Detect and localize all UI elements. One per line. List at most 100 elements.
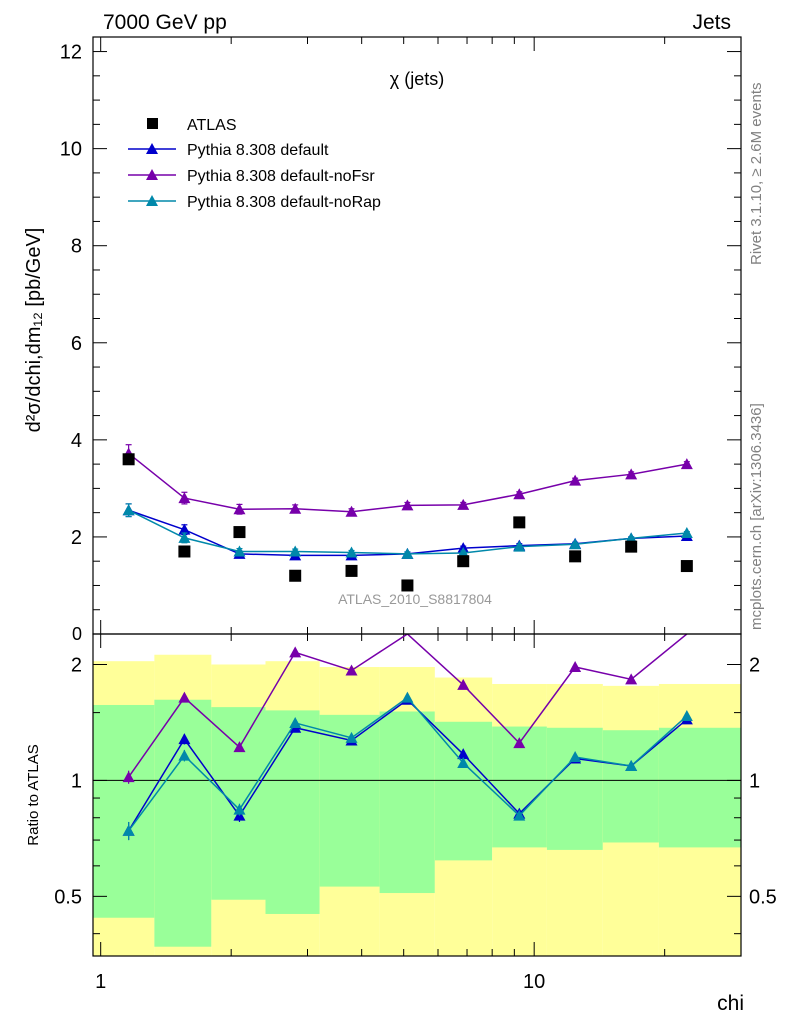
x-axis-label: chi [717, 992, 744, 1015]
y-tick-label: 2 [71, 527, 82, 549]
x-tick-label: 10 [523, 971, 545, 993]
main-point-norap [345, 546, 358, 558]
ratio-point-nofsr [345, 664, 358, 676]
main-point-atlas [513, 516, 526, 529]
ratio-point-nofsr [569, 661, 582, 673]
data-series [93, 444, 741, 841]
main-point-norap [680, 527, 693, 539]
ratio-y-tick-label-right: 2 [749, 654, 760, 676]
ratio-y-tick-label-right: 1 [749, 770, 760, 792]
main-plot-title: χ (jets) [390, 69, 444, 89]
main-point-atlas [457, 555, 470, 568]
x-tick-label: 1 [95, 971, 106, 993]
legend-label-nofsr: Pythia 8.308 default-noFsr [187, 168, 375, 185]
ratio-point-nofsr [513, 737, 526, 749]
main-point-nofsr [625, 468, 638, 480]
ratio-y-axis-label: Ratio to ATLAS [25, 744, 42, 845]
main-point-atlas [122, 453, 135, 466]
legend-label-atlas: ATLAS [187, 117, 237, 134]
legend-label-norap: Pythia 8.308 default-noRap [187, 194, 381, 211]
ratio-band-inner [93, 704, 155, 918]
main-point-nofsr [233, 503, 246, 515]
ratio-point-default [457, 748, 470, 760]
rivet-version-label: Rivet 3.1.10, ≥ 2.6M events [748, 83, 765, 266]
ratio-uncertainty-bands [93, 654, 741, 956]
ratio-point-norap [345, 731, 358, 743]
ratio-point-norap [513, 809, 526, 821]
header-process-label: Jets [692, 11, 731, 34]
ratio-band-inner [434, 721, 493, 861]
ratio-point-norap [122, 824, 135, 836]
ratio-point-nofsr [457, 678, 470, 690]
ratio-series [122, 634, 693, 841]
main-point-atlas [233, 526, 246, 539]
main-line-norap [128, 509, 687, 555]
analysis-watermark: ATLAS_2010_S8817804 [338, 591, 492, 607]
ratio-point-norap [233, 803, 246, 815]
main-point-norap [569, 538, 582, 550]
ratio-band-inner [379, 711, 435, 894]
ratio-band-inner [265, 710, 320, 914]
main-point-atlas [569, 550, 582, 563]
ratio-line-nofsr [128, 634, 688, 778]
ratio-point-nofsr [625, 673, 638, 685]
ratio-band-inner [602, 730, 659, 843]
legend-item-atlas: ATLAS [147, 117, 237, 134]
main-point-norap [625, 532, 638, 544]
ratio-point-norap [680, 709, 693, 721]
ratio-point-nofsr [289, 646, 302, 658]
main-point-atlas [289, 569, 302, 582]
mcplots-reference-label: mcplots.cern.ch [arXiv:1306.3436] [748, 403, 765, 630]
ratio-band-inner [546, 727, 603, 850]
ratio-point-nofsr [178, 691, 191, 703]
legend-marker-norap [146, 195, 158, 206]
ratio-point-norap [178, 749, 191, 761]
ratio-band-inner [211, 707, 266, 900]
main-point-atlas [178, 545, 191, 558]
y-tick-label: 10 [60, 139, 82, 161]
y-tick-label: 8 [71, 236, 82, 258]
ratio-plot-frame [92, 633, 742, 957]
legend-marker-default [146, 143, 158, 154]
legend-item-default: Pythia 8.308 default [128, 142, 329, 159]
main-point-nofsr [401, 499, 414, 511]
y-tick-label-zero: 0 [72, 624, 82, 644]
main-point-norap [401, 547, 414, 559]
ratio-point-norap [457, 756, 470, 768]
legend-label-default: Pythia 8.308 default [187, 142, 329, 159]
ratio-y-tick-label-right: 0.5 [749, 886, 777, 908]
main-point-nofsr [680, 458, 693, 470]
header-energy-label: 7000 GeV pp [103, 11, 227, 34]
ratio-y-tick-label: 0.5 [54, 886, 82, 908]
legend: ATLAS Pythia 8.308 default Pythia 8.308 … [128, 117, 381, 211]
main-point-nofsr [345, 505, 358, 517]
ratio-point-norap [569, 751, 582, 763]
y-tick-label: 6 [71, 333, 82, 355]
main-point-atlas [401, 579, 414, 592]
legend-item-norap: Pythia 8.308 default-noRap [128, 194, 381, 211]
ratio-point-norap [289, 716, 302, 728]
main-point-norap [233, 545, 246, 557]
main-point-nofsr [513, 488, 526, 500]
main-point-default [178, 523, 191, 535]
y-tick-label: 12 [60, 42, 82, 64]
ratio-y-tick-label: 2 [71, 654, 82, 676]
main-point-atlas [625, 540, 638, 553]
legend-item-nofsr: Pythia 8.308 default-noFsr [128, 168, 375, 185]
main-point-norap [178, 531, 191, 543]
main-point-atlas [680, 560, 693, 573]
main-point-norap [289, 545, 302, 557]
ratio-point-norap [625, 760, 638, 772]
legend-marker-atlas [147, 118, 158, 129]
main-point-norap [457, 546, 470, 558]
main-point-nofsr [569, 474, 582, 486]
main-point-atlas [345, 564, 358, 577]
plot-frames [92, 36, 742, 957]
main-point-norap [122, 504, 135, 516]
ratio-point-norap [401, 691, 414, 703]
ratio-y-tick-label: 1 [71, 770, 82, 792]
ratio-point-nofsr [122, 771, 135, 783]
y-tick-label: 4 [71, 430, 82, 452]
